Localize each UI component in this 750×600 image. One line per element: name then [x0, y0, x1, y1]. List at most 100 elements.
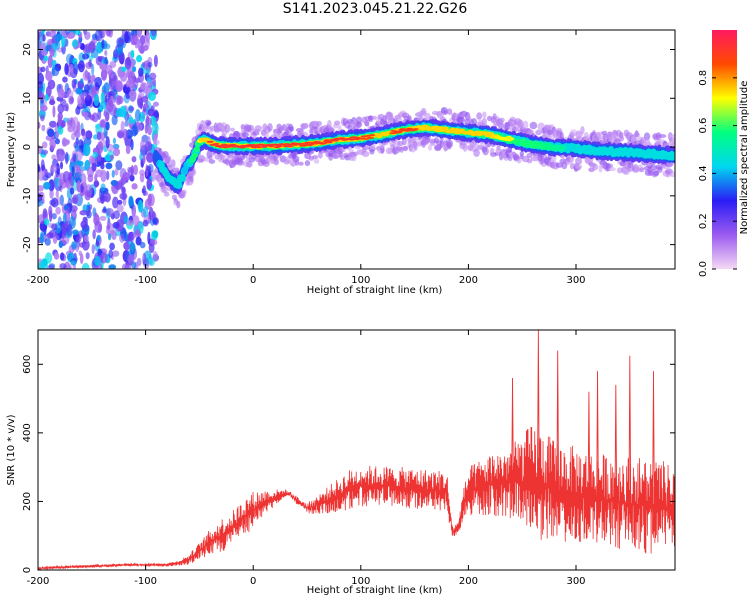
track-segment: [207, 140, 214, 143]
noise-blob: [129, 241, 136, 255]
noise-blob: [153, 54, 158, 68]
noise-blob: [105, 92, 113, 98]
track-halo: [225, 157, 230, 166]
noise-blob: [122, 171, 130, 182]
noise-blob: [87, 174, 94, 183]
noise-blob: [119, 233, 125, 243]
track-halo: [580, 126, 585, 135]
noise-blob: [77, 94, 84, 108]
track-halo: [208, 159, 216, 164]
snr-y-tick-label: 600: [22, 355, 33, 374]
noise-blob: [91, 243, 95, 255]
noise-blob: [51, 154, 57, 161]
noise-blob: [142, 154, 146, 165]
track-halo: [529, 121, 538, 130]
noise-blob: [133, 36, 139, 43]
noise-blob: [96, 151, 102, 162]
track-halo: [446, 108, 453, 115]
track-halo: [372, 115, 377, 120]
noise-blob: [97, 109, 102, 121]
track-halo: [241, 131, 249, 138]
noise-blob: [152, 101, 159, 107]
noise-blob: [66, 89, 74, 99]
track-halo: [262, 160, 270, 167]
noise-blob: [126, 219, 134, 226]
track-halo: [176, 200, 181, 209]
noise-blob: [75, 106, 81, 115]
track-halo: [555, 162, 563, 168]
track-segment: [671, 151, 675, 161]
track-segment: [286, 145, 294, 148]
track-halo: [295, 159, 300, 166]
track-halo: [303, 122, 309, 129]
track-segment: [175, 180, 183, 190]
noise-blob: [94, 123, 101, 129]
noise-blob: [131, 204, 137, 218]
noise-blob: [124, 215, 128, 224]
noise-blob: [75, 86, 84, 95]
noise-blob: [40, 66, 46, 73]
noise-blob: [131, 156, 137, 163]
noise-blob: [100, 183, 106, 192]
track-halo: [203, 157, 210, 163]
track-halo: [655, 132, 662, 141]
noise-blob: [91, 162, 97, 172]
track-halo: [356, 116, 362, 124]
spectrogram-y-tick-label: -20: [22, 236, 33, 252]
noise-blob: [42, 208, 48, 219]
noise-blob: [105, 136, 110, 149]
noise-blob: [116, 204, 124, 213]
noise-blob: [70, 187, 75, 195]
noise-blob: [61, 223, 66, 233]
noise-blob: [105, 162, 113, 170]
colorbar-axis: 0.0 0.2 0.4 0.6 0.8: [698, 70, 737, 277]
noise-blob: [49, 98, 55, 106]
snr-x-axis: -200 -100 0 100 200 300: [27, 330, 586, 587]
noise-blob: [137, 199, 144, 213]
noise-blob: [49, 199, 56, 206]
noise-blob: [71, 241, 77, 250]
snr-x-tick-label: 100: [351, 576, 370, 587]
snr-peak: [614, 384, 618, 529]
track-segment: [213, 142, 220, 145]
noise-region: [38, 30, 160, 269]
noise-blob: [106, 99, 114, 113]
noise-blob: [144, 123, 149, 134]
track-segment: [368, 134, 376, 137]
noise-blob: [119, 105, 127, 118]
noise-blob: [75, 172, 83, 182]
noise-blob: [119, 192, 128, 200]
track-segment: [191, 152, 198, 159]
track-halo: [333, 120, 341, 126]
track-halo: [547, 129, 554, 136]
noise-blob: [69, 63, 74, 74]
spectrogram-x-tick-label: -100: [134, 275, 157, 286]
noise-blob: [139, 241, 146, 249]
noise-blob: [114, 168, 119, 176]
track-segment: [193, 146, 200, 153]
noise-blob: [38, 200, 44, 206]
noise-blob: [77, 60, 85, 73]
noise-blob: [80, 128, 86, 137]
noise-blob: [101, 38, 105, 49]
track-halo: [569, 162, 575, 170]
noise-blob: [125, 80, 130, 88]
snr-peak: [587, 391, 591, 525]
track-halo: [481, 117, 487, 127]
track-halo: [658, 134, 667, 139]
noise-blob: [115, 160, 123, 171]
noise-blob: [65, 30, 71, 35]
spectrogram-y-tick-label: 20: [22, 43, 33, 56]
track-halo: [180, 189, 187, 195]
noise-blob: [134, 108, 141, 122]
noise-blob: [138, 67, 144, 77]
noise-blob: [115, 94, 122, 106]
snr-y-axis: 0 200 400 600: [22, 355, 675, 573]
noise-blob: [137, 30, 142, 38]
noise-blob: [78, 250, 82, 256]
track-halo: [657, 166, 663, 173]
track-halo: [639, 167, 645, 173]
noise-blob: [80, 78, 84, 85]
noise-blob: [84, 190, 92, 201]
track-halo: [298, 161, 304, 166]
